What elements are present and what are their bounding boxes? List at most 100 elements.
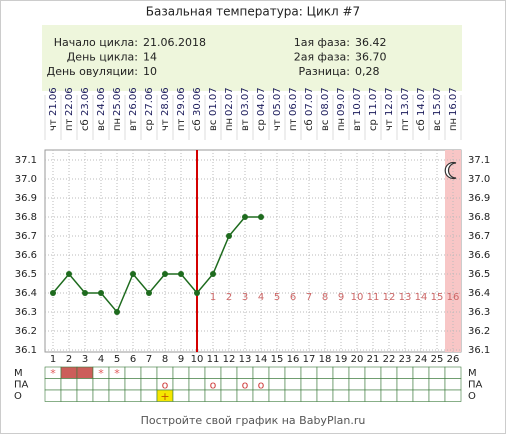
date-label: 26.06 [128, 87, 139, 116]
weekday-label: ср [256, 119, 267, 131]
temperature-point [242, 214, 248, 220]
cell [108, 389, 126, 402]
temperature-point [210, 271, 216, 277]
y-tick-label: 37.1 [15, 155, 37, 166]
shaded-cell [76, 366, 94, 379]
date-label: 06.07 [288, 87, 299, 116]
cell [332, 366, 350, 379]
date-label: 15.07 [432, 87, 443, 116]
x-tick-label: 12 [223, 354, 236, 365]
info-value: 21.06.2018 [143, 36, 206, 49]
weekday-label: пн [112, 118, 123, 131]
cell [236, 366, 254, 379]
cell [364, 389, 382, 402]
cell [332, 378, 350, 391]
cell [188, 366, 206, 379]
cell [140, 366, 158, 379]
x-tick-label: 10 [191, 354, 204, 365]
temperature-point [194, 290, 200, 296]
cell [60, 378, 78, 391]
date-label: 09.07 [336, 87, 347, 116]
date-label: 28.06 [160, 87, 171, 116]
plot-frame [44, 149, 462, 353]
cell [444, 389, 462, 402]
info-box [42, 25, 462, 91]
date-label: 10.07 [352, 87, 363, 116]
y-tick-label-right: 36.9 [468, 193, 490, 204]
y-tick-label-right: 36.5 [468, 269, 490, 280]
cell [316, 378, 334, 391]
y-tick-label-right: 36.4 [468, 288, 490, 299]
info-value: 14 [143, 51, 157, 64]
cell [172, 366, 190, 379]
date-label: 02.07 [224, 87, 235, 116]
row-label: О [14, 391, 22, 402]
cell [220, 389, 238, 402]
temperature-point [66, 271, 72, 277]
cell [172, 389, 190, 402]
cell [252, 366, 270, 379]
x-tick-label: 25 [431, 354, 444, 365]
weekday-label: вт [128, 119, 139, 131]
y-tick-label: 36.8 [15, 212, 37, 223]
cell [268, 378, 286, 391]
luteal-day: 13 [399, 292, 412, 303]
cell [396, 378, 414, 391]
weekday-label: пн [448, 118, 459, 131]
luteal-day: 15 [431, 292, 444, 303]
cell [124, 389, 142, 402]
cell-mark: o [210, 379, 217, 392]
date-label: 23.06 [80, 87, 91, 116]
luteal-day: 1 [210, 292, 216, 303]
cell-mark: o [162, 379, 169, 392]
cell [300, 389, 318, 402]
date-label: 21.06 [48, 87, 59, 116]
luteal-day: 5 [274, 292, 280, 303]
y-tick-label-right: 36.8 [468, 212, 490, 223]
cell [252, 389, 270, 402]
luteal-day: 14 [415, 292, 428, 303]
luteal-day: 3 [242, 292, 248, 303]
x-tick-label: 16 [287, 354, 300, 365]
date-label: 12.07 [384, 87, 395, 116]
chart-title: Базальная температура: Цикл #7 [146, 5, 360, 19]
y-tick-label: 36.6 [15, 250, 37, 261]
cell [300, 378, 318, 391]
weekday-label: чт [384, 119, 395, 131]
cell [284, 366, 302, 379]
cell [172, 378, 190, 391]
cell [396, 366, 414, 379]
date-label: 04.07 [256, 87, 267, 116]
weekday-label: вс [208, 120, 219, 131]
cell [316, 366, 334, 379]
cell-mark: o [242, 379, 249, 392]
temperature-point [226, 233, 232, 239]
y-tick-label: 36.3 [15, 307, 37, 318]
date-label: 03.07 [240, 87, 251, 116]
temperature-point [178, 271, 184, 277]
weekday-label: вс [432, 120, 443, 131]
row-label-right: М [468, 368, 477, 379]
weekday-label: пт [176, 118, 187, 131]
cell [444, 378, 462, 391]
cell [348, 378, 366, 391]
info-label: День овуляции: [47, 65, 138, 78]
y-tick-label: 36.4 [15, 288, 37, 299]
weekday-label: пт [288, 118, 299, 131]
luteal-day: 10 [351, 292, 364, 303]
cell [268, 389, 286, 402]
cell [348, 389, 366, 402]
y-tick-label-right: 37.1 [468, 155, 490, 166]
cell [92, 378, 110, 391]
row-label-right: ПА [468, 380, 483, 391]
cell [284, 378, 302, 391]
cell [204, 366, 222, 379]
y-tick-label: 36.7 [15, 231, 37, 242]
weekday-label: сб [304, 119, 315, 131]
cell [188, 389, 206, 402]
y-tick-label: 36.9 [15, 193, 37, 204]
x-tick-label: 4 [98, 354, 104, 365]
date-label: 07.07 [304, 87, 315, 116]
date-label: 08.07 [320, 87, 331, 116]
cell [156, 366, 174, 379]
